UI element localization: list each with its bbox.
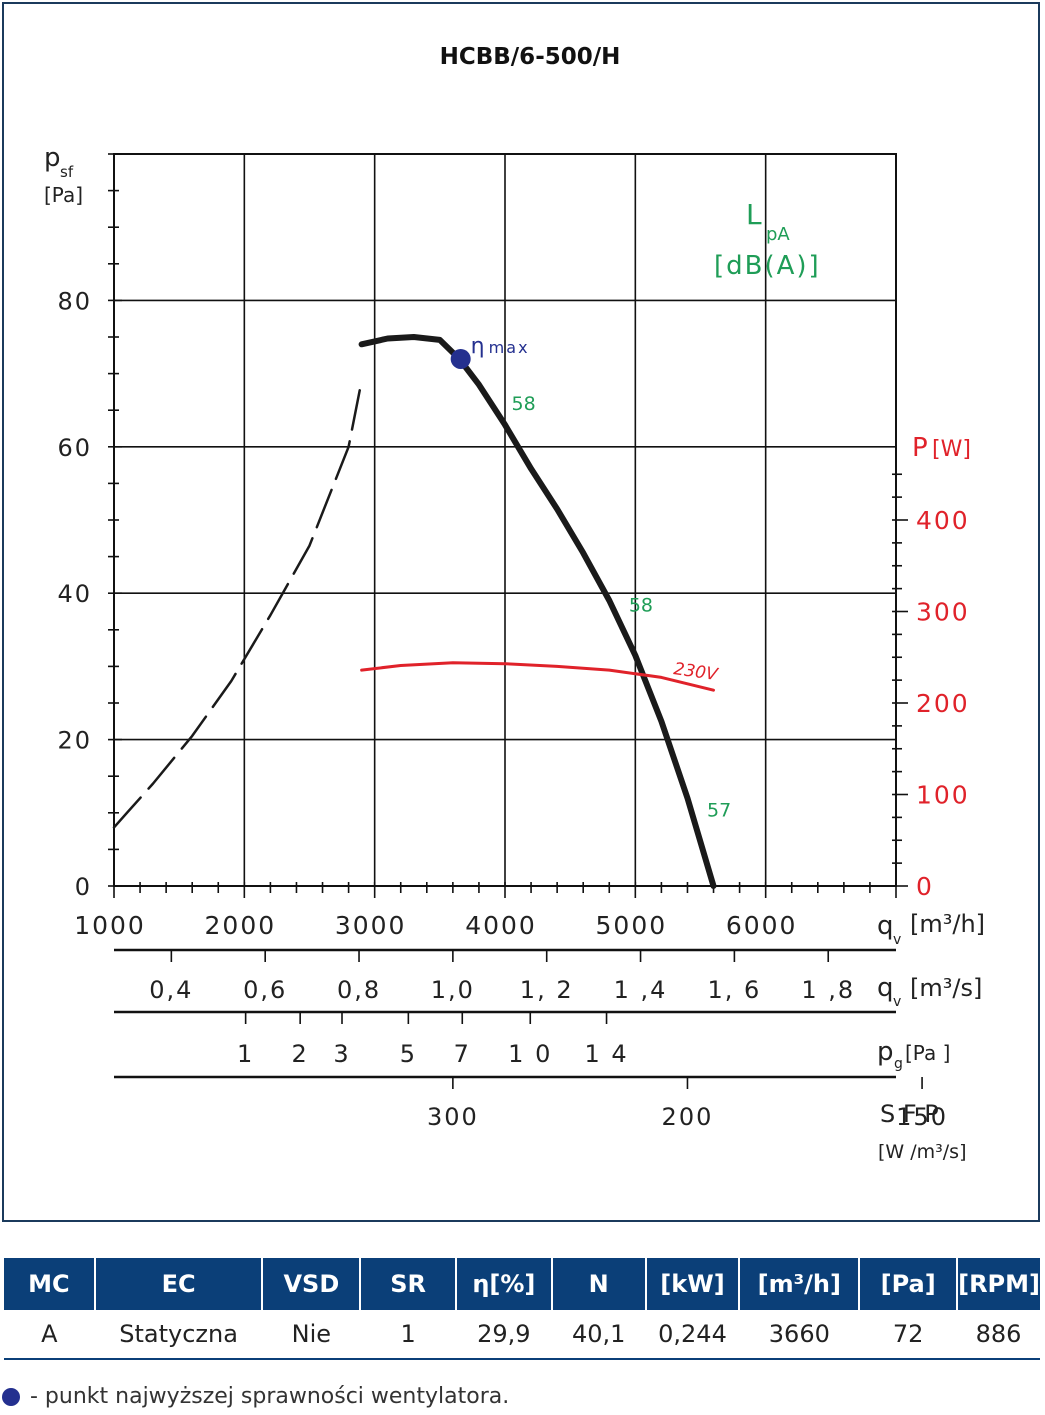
m3s-axis-sub: v xyxy=(893,994,901,1010)
pg-axis-unit: [Pa ] xyxy=(905,1041,950,1065)
y-left-tick-label: 80 xyxy=(57,287,92,315)
cell-mc: A xyxy=(4,1310,95,1360)
y-right-tick-label: 100 xyxy=(916,781,970,810)
eta-max-symbol: η xyxy=(471,334,485,359)
m3s-tick-label: 1, 6 xyxy=(707,976,761,1004)
system-curve xyxy=(112,379,363,829)
y-right-tick-label: 0 xyxy=(916,872,934,901)
header-sr: SR xyxy=(360,1258,457,1310)
pg-tick-label: 1 0 xyxy=(508,1040,552,1068)
cell-eta: 29,9 xyxy=(455,1310,552,1360)
y-left-tick-label: 0 xyxy=(75,873,92,901)
chart-title: HCBB/6-500/H xyxy=(440,44,621,70)
y-left-tick-label: 20 xyxy=(57,727,92,755)
x-tick-label: 5000 xyxy=(596,911,668,940)
cell-ec: Statyczna xyxy=(94,1310,263,1360)
eta-max-label: max xyxy=(489,338,530,357)
cell-sr: 1 xyxy=(360,1310,456,1360)
x-axis-unit: [m³/h] xyxy=(910,910,985,938)
header-eta: η[%] xyxy=(455,1258,553,1310)
header-mc: MC xyxy=(4,1258,96,1310)
header-ec: EC xyxy=(94,1258,264,1310)
y-left-axis-sub: sf xyxy=(60,163,74,181)
table-row: A Statyczna Nie 1 29,9 40,1 0,244 3660 7… xyxy=(4,1310,1040,1360)
x-axis-sub: v xyxy=(893,932,901,948)
m3s-tick-label: 1 ,8 xyxy=(801,976,855,1004)
pg-axis-sub: g xyxy=(894,1056,903,1072)
header-m3h: [m³/h] xyxy=(739,1258,861,1310)
cell-kw: 0,244 xyxy=(645,1310,740,1360)
cell-rpm: 886 xyxy=(957,1310,1040,1360)
spec-table: MC EC VSD SR η[%] N [kW] [m³/h] [Pa] [RP… xyxy=(4,1258,1040,1360)
pg-tick-label: 2 xyxy=(292,1040,309,1068)
m3s-tick-label: 0,8 xyxy=(337,976,381,1004)
m3s-tick-label: 0,6 xyxy=(243,976,287,1004)
y-right-tick-label: 200 xyxy=(916,689,970,718)
cell-m3h: 3660 xyxy=(739,1310,860,1360)
x-axis-label: q xyxy=(877,911,894,941)
y-left-axis-unit: [Pa] xyxy=(44,183,83,207)
m3s-axis-unit: [m³/s] xyxy=(910,974,982,1002)
header-vsd: VSD xyxy=(262,1258,362,1310)
noise-label: 58 xyxy=(512,393,536,415)
pg-axis-label: p xyxy=(877,1037,894,1067)
y-right-axis-unit: [W] xyxy=(932,437,971,462)
pg-tick-label: 7 xyxy=(454,1040,471,1068)
pg-tick-label: 1 4 xyxy=(584,1040,628,1068)
sfp-tick-label: 150 xyxy=(896,1103,948,1131)
header-rpm: [RPM] xyxy=(957,1258,1040,1310)
cell-n: 40,1 xyxy=(551,1310,646,1360)
x-tick-label: 2000 xyxy=(205,911,277,940)
eta-max-legend-dot xyxy=(2,1387,20,1406)
sfp-axis-label: S F P xyxy=(880,1100,939,1128)
x-tick-label: 3000 xyxy=(335,911,407,940)
m3s-tick-label: 1 ,4 xyxy=(614,976,668,1004)
m3s-tick-label: 1,0 xyxy=(431,976,475,1004)
header-pa: [Pa] xyxy=(859,1258,959,1310)
sfp-tick-label: 200 xyxy=(662,1103,714,1131)
noise-label: 58 xyxy=(629,595,653,617)
cell-pa: 72 xyxy=(859,1310,958,1360)
pg-tick-label: 3 xyxy=(333,1040,350,1068)
legend-note: - punkt najwyższej sprawności wentylator… xyxy=(2,1384,509,1409)
lpa-unit: [dB(A)] xyxy=(714,251,821,281)
header-kw: [kW] xyxy=(645,1258,741,1310)
y-right-tick-label: 300 xyxy=(916,598,970,627)
m3s-axis-label: q xyxy=(877,973,894,1003)
y-left-tick-label: 60 xyxy=(57,434,92,462)
y-right-axis-label: P xyxy=(912,433,928,463)
sfp-tick-label: 300 xyxy=(427,1103,479,1131)
pg-tick-label: 5 xyxy=(400,1040,417,1068)
pressure-curve xyxy=(358,334,717,889)
header-n: N xyxy=(551,1258,647,1310)
noise-label: 57 xyxy=(707,799,731,821)
pg-tick-label: 1 xyxy=(237,1040,254,1068)
lpa-label-sub: pA xyxy=(766,224,790,245)
m3s-tick-label: 1, 2 xyxy=(520,976,574,1004)
table-header-row: MC EC VSD SR η[%] N [kW] [m³/h] [Pa] [RP… xyxy=(4,1258,1040,1310)
chart-frame xyxy=(2,2,1040,1222)
legend-note-text: - punkt najwyższej sprawności wentylator… xyxy=(30,1384,510,1409)
y-left-tick-label: 40 xyxy=(57,580,92,608)
cell-vsd: Nie xyxy=(262,1310,361,1360)
x-tick-label: 6000 xyxy=(726,911,798,940)
lpa-label: L xyxy=(746,198,762,231)
y-left-axis-label: p xyxy=(44,143,61,173)
sfp-axis-unit: [W /m³/s] xyxy=(878,1141,966,1163)
m3s-tick-label: 0,4 xyxy=(149,976,193,1004)
y-right-tick-label: 400 xyxy=(916,506,970,535)
eta-max-point xyxy=(450,348,471,369)
power-curve xyxy=(360,661,715,692)
x-tick-label: 1000 xyxy=(74,911,146,940)
x-tick-label: 4000 xyxy=(465,911,537,940)
